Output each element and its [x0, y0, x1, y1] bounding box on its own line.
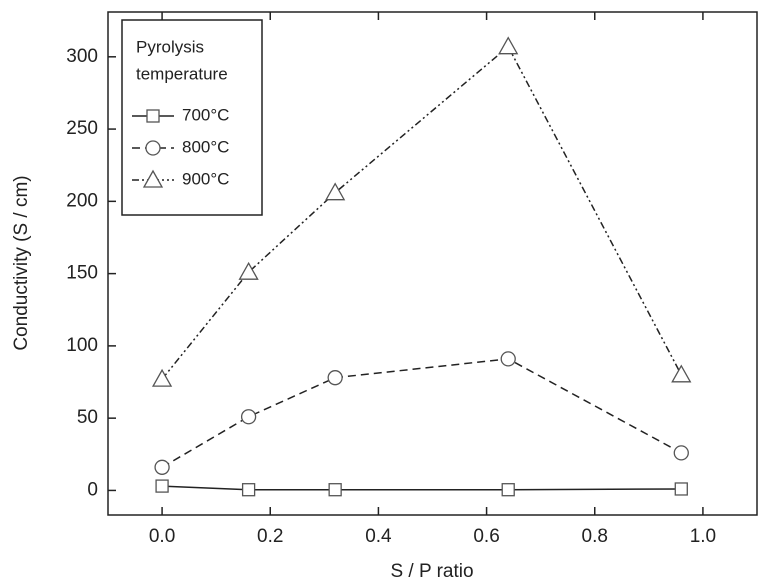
y-tick-label: 0 [87, 479, 98, 500]
x-tick-label: 0.6 [473, 526, 499, 547]
marker-triangle [142, 169, 164, 188]
legend-label: 800°C [182, 137, 229, 156]
marker-circle [327, 370, 343, 386]
marker-square [241, 483, 256, 497]
marker-square [155, 479, 169, 493]
x-tick-label: 0.4 [365, 526, 392, 547]
legend: Pyrolysis temperature 700°C 800°C 900°C [121, 19, 263, 216]
marker-circle [240, 409, 257, 425]
y-tick-label: 250 [66, 118, 98, 139]
legend-label: 900°C [182, 169, 229, 188]
marker-triangle [238, 261, 259, 280]
x-tick-label: 0.2 [257, 526, 283, 547]
marker-square [146, 109, 160, 123]
series-line [161, 358, 682, 468]
plot-frame [107, 11, 758, 516]
x-tick-label: 0.0 [149, 526, 175, 547]
legend-title: Pyrolysis [136, 37, 204, 56]
x-tick-label: 0.8 [582, 526, 608, 547]
y-tick-label: 100 [66, 335, 98, 356]
y-tick-label: 50 [77, 407, 98, 428]
y-tick-label: 150 [66, 263, 98, 284]
marker-circle [154, 459, 170, 475]
series-line [162, 485, 682, 491]
x-tick-label: 1.0 [690, 526, 716, 547]
y-tick-label: 300 [66, 46, 98, 67]
marker-triangle [325, 182, 346, 201]
x-axis-label: S / P ratio [390, 561, 473, 582]
legend-box [121, 19, 263, 216]
legend-title: temperature [136, 64, 228, 83]
y-tick-label: 200 [66, 190, 98, 211]
marker-square [674, 482, 688, 496]
legend-label: 700°C [182, 105, 229, 124]
marker-triangle [671, 364, 692, 383]
marker-square [501, 483, 515, 497]
y-axis-label: Conductivity (S / cm) [11, 175, 32, 350]
marker-circle [500, 351, 516, 367]
marker-circle [145, 140, 161, 156]
marker-square [328, 483, 342, 497]
marker-triangle [498, 36, 519, 55]
marker-circle [673, 445, 689, 461]
marker-triangle [151, 368, 173, 387]
